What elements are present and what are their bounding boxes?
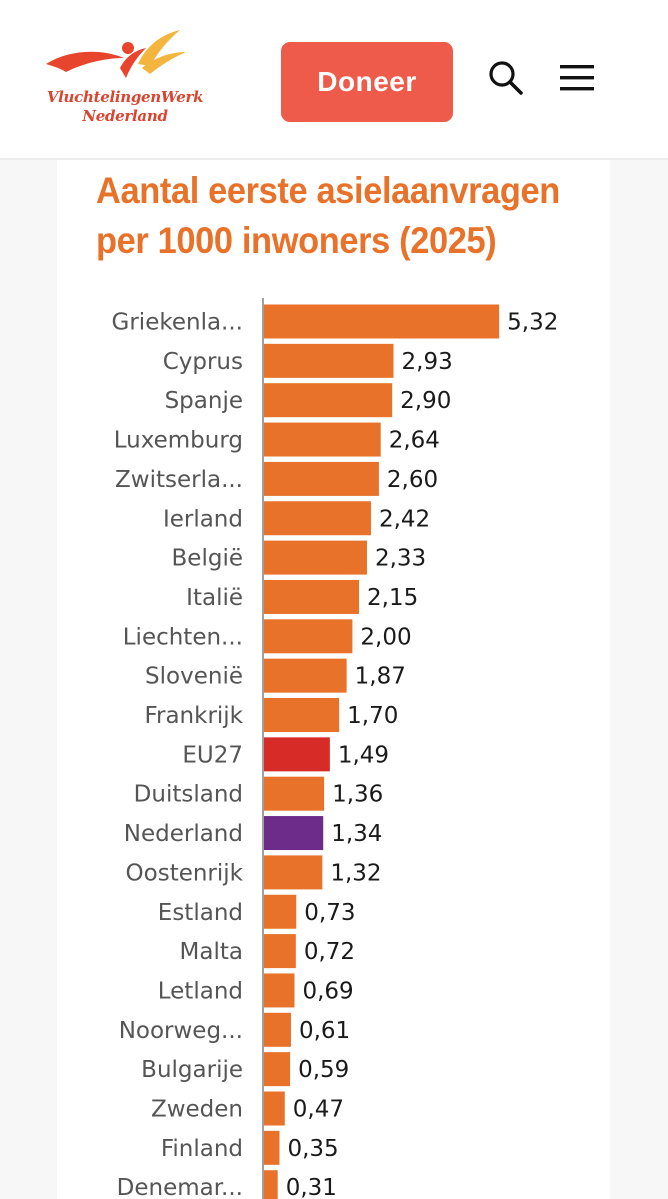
- category-label: Liechten...: [123, 624, 243, 650]
- bar-duitsland: [264, 776, 325, 811]
- bar-zweden: [264, 1091, 285, 1126]
- value-label: 2,60: [387, 467, 438, 493]
- value-label: 0,47: [293, 1097, 344, 1123]
- bar-finland: [264, 1130, 280, 1165]
- bar-letland: [264, 973, 295, 1008]
- value-label: 0,72: [304, 939, 355, 965]
- logo-wordmark: VluchtelingenWerk Nederland: [40, 88, 210, 126]
- value-label: 1,34: [331, 821, 382, 847]
- category-label: Oostenrijk: [126, 860, 244, 886]
- category-label: Bulgarije: [141, 1057, 243, 1083]
- chart-title-line-2: per 1000 inwoners (2025): [96, 220, 497, 261]
- bar-frankrijk: [264, 698, 340, 732]
- category-label: Zweden: [151, 1097, 243, 1123]
- value-label: 2,93: [402, 349, 453, 375]
- value-label: 1,36: [332, 782, 383, 808]
- bar-zwitserla: [264, 461, 379, 496]
- value-label: 0,61: [299, 1018, 350, 1044]
- value-label: 2,64: [389, 428, 440, 454]
- hamburger-menu-icon[interactable]: [558, 62, 596, 94]
- vluchtelingenwerk-logo[interactable]: VluchtelingenWerk Nederland: [38, 28, 208, 138]
- search-icon[interactable]: [486, 58, 526, 98]
- bar-eu27: [264, 737, 330, 772]
- bar-liechten: [264, 619, 353, 654]
- category-label: Estland: [158, 900, 243, 926]
- category-label: Frankrijk: [144, 703, 243, 729]
- category-label: Spanje: [165, 388, 243, 414]
- bar-malta: [264, 934, 296, 969]
- category-label: Griekenla...: [112, 310, 243, 336]
- value-label: 2,33: [375, 546, 426, 572]
- category-label: Slovenië: [145, 664, 243, 690]
- bar-estland: [264, 894, 297, 929]
- category-label: België: [172, 546, 243, 572]
- category-label: Luxemburg: [114, 428, 243, 454]
- category-label: Noorweg...: [119, 1018, 243, 1044]
- logo-bird-icon: [46, 30, 186, 78]
- value-label: 0,59: [298, 1057, 349, 1083]
- category-label: Denemar...: [117, 1175, 243, 1199]
- bar-spanje: [264, 383, 393, 418]
- value-label: 2,15: [367, 585, 418, 611]
- bar-denemar: [264, 1170, 278, 1199]
- bar-nederland: [264, 816, 324, 851]
- bar-luxemburg: [264, 422, 381, 457]
- chart-title-line-1: Aantal eerste asielaanvragen: [96, 170, 560, 211]
- value-label: 1,32: [330, 860, 381, 886]
- site-header: VluchtelingenWerk Nederland Doneer: [0, 0, 668, 160]
- value-label: 2,90: [400, 388, 451, 414]
- bar-oostenrijk: [264, 855, 323, 890]
- logo-line-2: Nederland: [82, 107, 168, 125]
- category-label: Nederland: [124, 821, 243, 847]
- bar-ierland: [264, 501, 371, 536]
- donate-button[interactable]: Doneer: [281, 42, 453, 122]
- value-label: 2,42: [379, 506, 430, 532]
- category-label: Malta: [180, 939, 243, 965]
- bar-griekenla: [264, 304, 500, 339]
- category-label: Letland: [158, 978, 243, 1004]
- category-label: Finland: [161, 1136, 243, 1162]
- category-label: EU27: [182, 742, 243, 768]
- bar-cyprus: [264, 343, 394, 378]
- value-label: 1,70: [347, 703, 398, 729]
- bar-slovenië: [264, 658, 347, 693]
- value-label: 2,00: [360, 624, 411, 650]
- bar-noorweg: [264, 1012, 291, 1047]
- bar-belgië: [264, 540, 367, 575]
- value-label: 1,49: [338, 742, 389, 768]
- value-label: 1,87: [355, 664, 406, 690]
- value-label: 0,73: [304, 900, 355, 926]
- bar-italië: [264, 579, 360, 614]
- bar-bulgarije: [264, 1052, 291, 1087]
- value-label: 0,31: [286, 1175, 337, 1199]
- category-label: Ierland: [163, 506, 243, 532]
- value-label: 0,69: [302, 978, 353, 1004]
- category-label: Italië: [186, 585, 243, 611]
- value-label: 0,35: [287, 1136, 338, 1162]
- category-label: Zwitserla...: [115, 467, 243, 493]
- chart-title: Aantal eerste asielaanvragen per 1000 in…: [96, 166, 561, 266]
- category-label: Duitsland: [134, 782, 243, 808]
- category-label: Cyprus: [163, 349, 243, 375]
- value-label: 5,32: [507, 310, 558, 336]
- logo-line-1: VluchtelingenWerk: [46, 88, 204, 106]
